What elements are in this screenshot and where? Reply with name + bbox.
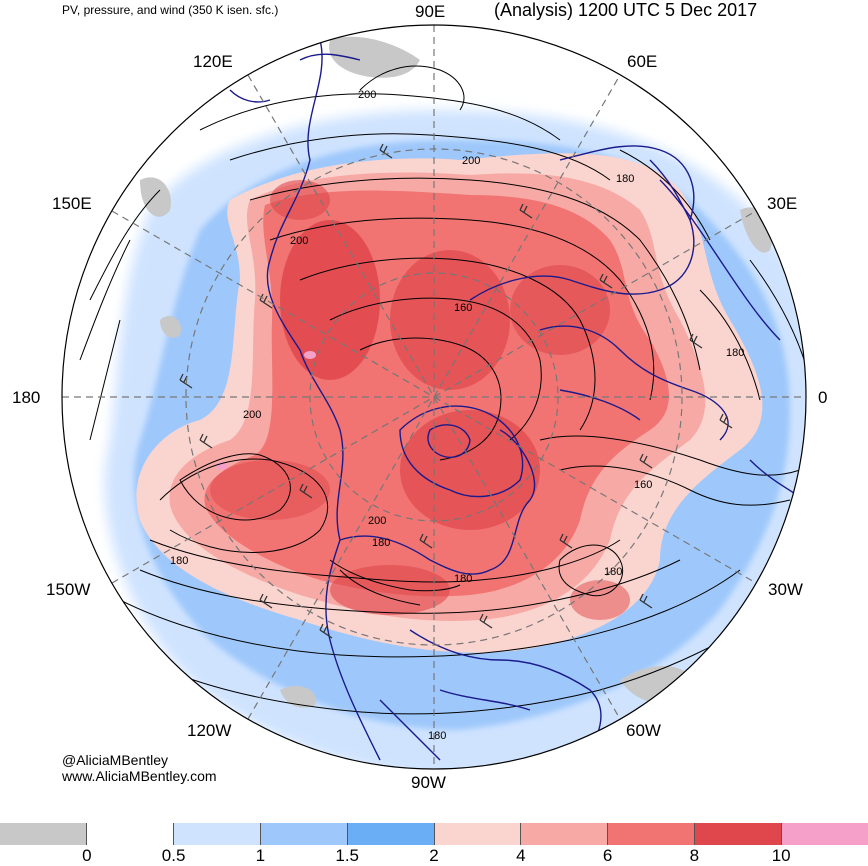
- contour-label: 200: [462, 155, 480, 167]
- map-title: (Analysis) 1200 UTC 5 Dec 2017: [494, 0, 758, 20]
- credit-handle: @AliciaMBentley: [62, 752, 169, 768]
- colorbar-tick-label: 10: [771, 846, 791, 865]
- colorbar-tick-label: 1.5: [335, 846, 360, 865]
- lon-label-150w: 150W: [46, 580, 91, 599]
- contour-label: 160: [634, 479, 652, 491]
- pressure-contours: [79, 65, 806, 715]
- colorbar-swatch: [173, 823, 261, 845]
- contour-label-group: 200 200 180 200 160 200 180 160 200 180 …: [170, 89, 744, 742]
- colorbar-swatch: [0, 823, 87, 845]
- colorbar-swatch: [434, 823, 522, 845]
- contour-label: 180: [726, 347, 744, 359]
- contour-label: 180: [604, 566, 622, 578]
- graticule: [62, 25, 806, 769]
- colorbar-swatch: [521, 823, 609, 845]
- lon-label-60w: 60W: [626, 721, 661, 740]
- colorbar: [0, 823, 868, 845]
- colorbar-tick-label: 6: [602, 846, 613, 865]
- colorbar-tick-label: 4: [516, 846, 526, 865]
- colorbar-swatch: [347, 823, 435, 845]
- colorbar-swatch: [608, 823, 696, 845]
- lon-label-60e: 60E: [627, 52, 658, 71]
- contour-label: 200: [358, 89, 376, 101]
- contour-label: 200: [368, 515, 386, 527]
- lon-label-180: 180: [12, 388, 41, 407]
- lon-label-30e: 30E: [767, 194, 798, 213]
- contour-label: 180: [372, 537, 390, 549]
- contour-label: 180: [170, 555, 188, 567]
- colorbar-tick-label: 0: [82, 846, 92, 865]
- contour-label: 180: [428, 730, 446, 742]
- lon-label-120e: 120E: [193, 52, 233, 71]
- contour-label: 200: [243, 409, 261, 421]
- colorbar-tick-label: 0.5: [161, 846, 186, 865]
- lon-label-0: 0: [818, 388, 828, 407]
- map-subtitle: PV, pressure, and wind (350 K isen. sfc.…: [62, 3, 279, 17]
- colorbar-swatch: [86, 823, 174, 845]
- lon-label-150e: 150E: [52, 194, 92, 213]
- contour-label: 180: [454, 573, 472, 585]
- colorbar-swatch: [782, 823, 868, 845]
- colorbar-tick-label: 8: [689, 846, 700, 865]
- lon-label-30w: 30W: [768, 580, 803, 599]
- contour-label: 200: [290, 235, 308, 247]
- colorbar-tick-label: 1: [255, 846, 266, 865]
- lon-label-90w: 90W: [411, 773, 446, 792]
- credit-website: www.AliciaMBentley.com: [62, 768, 217, 784]
- polar-map: 200 200 180 200 160 200 180 160 200 180 …: [61, 24, 807, 770]
- colorbar-swatch: [695, 823, 783, 845]
- lon-label-120w: 120W: [187, 721, 232, 740]
- colorbar-swatch: [260, 823, 348, 845]
- colorbar-tick-label: 2: [429, 846, 439, 865]
- contour-label: 160: [454, 302, 472, 314]
- map-border: [61, 24, 807, 770]
- lon-label-90e: 90E: [415, 2, 446, 21]
- contour-label: 180: [616, 173, 634, 185]
